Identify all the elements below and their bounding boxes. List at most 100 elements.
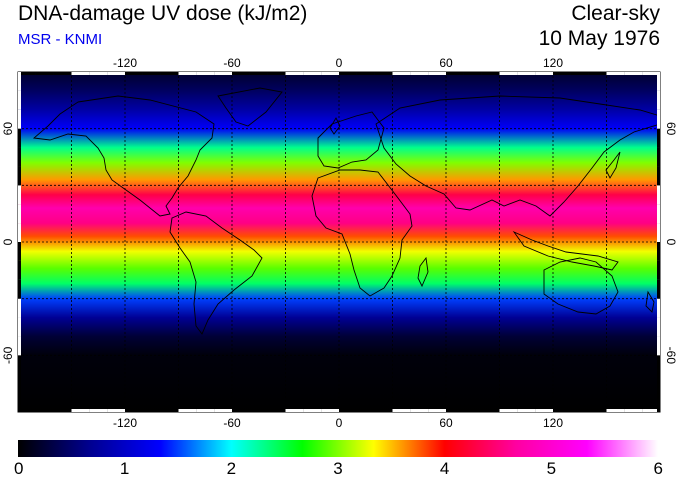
- lon-label-top: -120: [113, 56, 137, 70]
- lon-label-top: 60: [439, 56, 453, 70]
- frame-tick-top: [570, 72, 589, 75]
- frame-tick-bottom: [125, 409, 143, 412]
- frame-tick-bottom: [53, 409, 72, 412]
- frame-ticks: [18, 72, 660, 412]
- frame-tick-bottom: [232, 409, 250, 412]
- frame-tick-bottom: [446, 409, 464, 412]
- frame-tick-top: [446, 72, 464, 75]
- colorbar-tick-label: 2: [227, 459, 236, 478]
- frame-tick-top: [392, 72, 411, 75]
- frame-tick-bottom: [142, 409, 161, 412]
- frame-tick-top: [588, 72, 607, 75]
- colorbar-tick-labels: 0 1 2 3 4 5 6: [14, 459, 663, 478]
- coastlines: [32, 87, 660, 335]
- frame-tick-top: [89, 72, 108, 75]
- frame-tick-top: [53, 72, 72, 75]
- frame-tick-top: [481, 72, 500, 75]
- frame-tick-right: [657, 128, 660, 148]
- frame-tick-left: [18, 336, 21, 356]
- frame-tick-left: [18, 374, 21, 394]
- frame-tick-left: [18, 147, 21, 167]
- lat-label-right: 0: [664, 239, 678, 246]
- frame-tick-top: [606, 72, 625, 75]
- longitude-labels: -120 -120 -60 -60 0 0 60 60 120 120: [113, 56, 563, 430]
- frame-tick-bottom: [499, 409, 518, 412]
- frame-tick-bottom: [588, 409, 607, 412]
- colorbar-tick-label: 0: [14, 459, 23, 478]
- frame-tick-right: [657, 223, 660, 242]
- lat-label-left: -60: [1, 346, 15, 364]
- frame-tick-right: [657, 393, 660, 412]
- colorbar-tick-label: 1: [120, 459, 129, 478]
- frame-tick-top: [624, 72, 643, 75]
- lon-label-top: 0: [336, 56, 343, 70]
- lon-label-bottom: 0: [336, 416, 343, 430]
- frame-tick-left: [18, 242, 21, 261]
- lon-label-bottom: -60: [223, 416, 241, 430]
- lat-label-left: 60: [1, 122, 15, 136]
- frame-tick-top: [642, 72, 660, 75]
- lon-label-top: 120: [543, 56, 563, 70]
- frame-tick-top: [71, 72, 90, 75]
- frame-tick-top: [339, 72, 357, 75]
- frame-tick-bottom: [570, 409, 589, 412]
- frame-tick-left: [18, 260, 21, 280]
- frame-tick-right: [657, 279, 660, 299]
- coastline-europe: [317, 111, 385, 169]
- frame-tick-right: [657, 204, 660, 224]
- coastline-uk: [329, 117, 341, 135]
- frame-tick-bottom: [428, 409, 446, 412]
- frame-tick-bottom: [196, 409, 215, 412]
- latitude-labels: 60 60 0 0 -60 -60: [1, 122, 678, 365]
- frame-tick-bottom: [267, 409, 286, 412]
- colorbar-tick-label: 5: [547, 459, 556, 478]
- frame-tick-right: [657, 355, 660, 375]
- frame-tick-bottom: [107, 409, 125, 412]
- lon-label-bottom: 120: [543, 416, 563, 430]
- frame-tick-right: [657, 260, 660, 280]
- lat-label-left: 0: [1, 238, 15, 245]
- colorbar: [18, 440, 658, 457]
- coastline-new-zealand: [645, 290, 655, 313]
- frame-tick-bottom: [214, 409, 232, 412]
- frame-tick-right: [657, 147, 660, 167]
- coastline-japan: [605, 151, 621, 179]
- frame-tick-right: [657, 185, 660, 205]
- frame-tick-bottom: [160, 409, 179, 412]
- frame-tick-top: [232, 72, 250, 75]
- lon-label-top: -60: [223, 56, 241, 70]
- lat-label-right: -60: [664, 347, 678, 365]
- frame-tick-right: [657, 374, 660, 394]
- frame-tick-top: [178, 72, 197, 75]
- frame-tick-left: [18, 90, 21, 110]
- frame-tick-right: [657, 242, 660, 261]
- frame-tick-top: [499, 72, 518, 75]
- frame-tick-bottom: [35, 409, 54, 412]
- frame-tick-bottom: [481, 409, 500, 412]
- date-label: 10 May 1976: [538, 27, 660, 50]
- frame-tick-bottom: [410, 409, 429, 412]
- lon-label-bottom: 60: [439, 416, 453, 430]
- colorbar-tick-label: 6: [654, 459, 663, 478]
- frame-tick-bottom: [517, 409, 536, 412]
- frame-tick-bottom: [178, 409, 197, 412]
- frame-tick-right: [657, 166, 660, 186]
- frame-tick-left: [18, 298, 21, 318]
- coastline-africa: [311, 169, 413, 297]
- coastline-asia: [375, 95, 660, 217]
- colorbar-tick-label: 4: [440, 459, 449, 478]
- frame-tick-bottom: [374, 409, 393, 412]
- frame-tick-left: [18, 279, 21, 299]
- frame-tick-bottom: [249, 409, 268, 412]
- frame-tick-left: [18, 223, 21, 242]
- frame-tick-bottom: [303, 409, 322, 412]
- frame-tick-bottom: [642, 409, 660, 412]
- coastline-indonesia: [512, 230, 619, 271]
- frame-tick-bottom: [553, 409, 571, 412]
- frame-tick-left: [18, 317, 21, 337]
- frame-tick-right: [657, 72, 660, 91]
- frame-tick-left: [18, 185, 21, 205]
- frame-tick-top: [553, 72, 571, 75]
- frame-tick-top: [517, 72, 536, 75]
